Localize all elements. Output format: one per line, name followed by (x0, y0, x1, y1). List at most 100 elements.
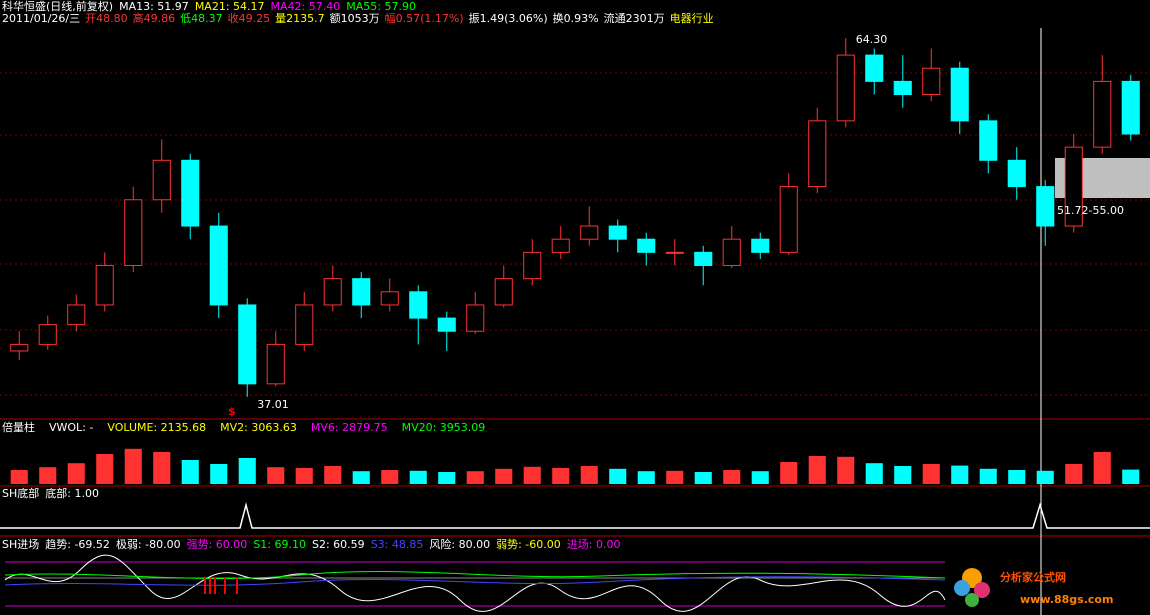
candle-body (10, 343, 29, 352)
header-field: 换0.93% (553, 11, 599, 25)
header-field: MA21: 54.17 (195, 0, 265, 13)
header-field: 科华恒盛(日线,前复权) (2, 0, 113, 13)
volume-bar (1093, 452, 1111, 484)
candle-body (1093, 80, 1112, 148)
candle-body (437, 317, 456, 332)
candle-body (694, 251, 713, 266)
volume-bar (666, 470, 684, 484)
volume-bar (1065, 464, 1083, 484)
header-field: VWOL: - (49, 421, 93, 434)
volume-bar (438, 472, 456, 484)
watermark-url: www.88gs.com (1020, 593, 1113, 606)
header-field: 开48.80 (85, 12, 128, 25)
volume-bar (352, 471, 370, 484)
header-field: SH底部 (2, 486, 39, 500)
candle-body (836, 54, 855, 122)
header-field: 趋势: -69.52 (45, 538, 110, 551)
volume-bar (552, 468, 570, 484)
candle-body (295, 304, 314, 345)
candle-body (922, 67, 941, 96)
header-field: 幅0.57(1.17%) (385, 12, 464, 25)
header-field: S2: 60.59 (312, 538, 365, 551)
volume-bar (837, 456, 855, 484)
candle-body (95, 264, 114, 306)
volume-bar (951, 465, 969, 484)
header-field: 强势: 60.00 (187, 538, 248, 551)
header-field: MA55: 57.90 (346, 0, 416, 13)
candle-body (380, 291, 399, 306)
candle-body (67, 304, 86, 326)
logo (954, 568, 990, 607)
header-field: VOLUME: 2135.68 (107, 421, 206, 434)
volume-bar (922, 464, 940, 484)
candle-body (152, 159, 171, 201)
candle-body (637, 238, 656, 253)
volume-bar (324, 466, 342, 484)
candle-body (1007, 159, 1026, 188)
volume-bar (295, 468, 313, 484)
volume-bar (466, 471, 484, 484)
header-field: 2011/01/26/三 (2, 12, 80, 25)
candle-body (808, 120, 827, 188)
candle-body (779, 186, 798, 253)
pane-separators (0, 418, 1150, 537)
candle-body (409, 291, 428, 319)
header-field: 极弱: -80.00 (116, 537, 181, 551)
volume-bar (1122, 469, 1140, 484)
volume-bar (894, 466, 912, 484)
candle-body (893, 80, 912, 96)
volume-bar (124, 448, 142, 484)
candle-body (238, 304, 257, 385)
volume-bar (637, 471, 655, 484)
volume-bar (67, 463, 85, 484)
candle-body (1036, 186, 1055, 227)
header-field: 量2135.7 (275, 12, 325, 25)
header-field: 高49.86 (133, 11, 176, 25)
header-field: 风险: 80.00 (429, 537, 490, 551)
volume-bar (694, 472, 712, 484)
header-field: 流通2301万 (604, 11, 665, 25)
candle-body (181, 159, 200, 227)
volume-bar (210, 464, 228, 484)
volume-bar (1036, 470, 1054, 484)
candle-body (751, 238, 770, 253)
candle-body (950, 67, 969, 122)
candle-body (494, 278, 513, 306)
volume-bar (181, 460, 199, 484)
volume-bar (751, 471, 769, 484)
volume-bar (381, 470, 399, 484)
volume-bar (10, 470, 28, 484)
header-field: S3: 48.85 (371, 538, 424, 551)
header-field: 电器行业 (670, 12, 714, 25)
volume-bar (409, 470, 427, 484)
header-field: MV2: 3063.63 (220, 421, 297, 434)
candle-body (551, 238, 570, 253)
candle-body (523, 251, 542, 280)
candle-body (266, 343, 285, 385)
price-grid (0, 72, 1150, 396)
bottom-signal (0, 502, 1150, 529)
header-field: 收49.25 (228, 11, 271, 25)
candle-body (1121, 80, 1140, 135)
volume-bar (580, 466, 598, 484)
volume-bar (808, 456, 826, 484)
candle-body (466, 304, 485, 332)
header-field: 进场: 0.00 (567, 537, 621, 551)
volume-bar (979, 468, 997, 484)
candle-body (665, 251, 684, 254)
candle-body (722, 238, 741, 266)
header-field: 底部: 1.00 (45, 486, 99, 500)
volume-bar (723, 470, 741, 484)
header-field: 振1.49(3.06%) (469, 11, 548, 25)
volume-bar (153, 452, 171, 484)
candle-body (323, 278, 342, 306)
candle-body (1064, 146, 1083, 227)
header-field: 低48.37 (180, 12, 223, 25)
candle-body (608, 225, 627, 240)
high-label: 64.30 (856, 33, 888, 46)
header-field: 额1053万 (330, 12, 380, 25)
volume-bar (523, 466, 541, 484)
candle-body (124, 199, 143, 266)
volume-bar (780, 462, 798, 484)
candle-body (38, 324, 57, 345)
